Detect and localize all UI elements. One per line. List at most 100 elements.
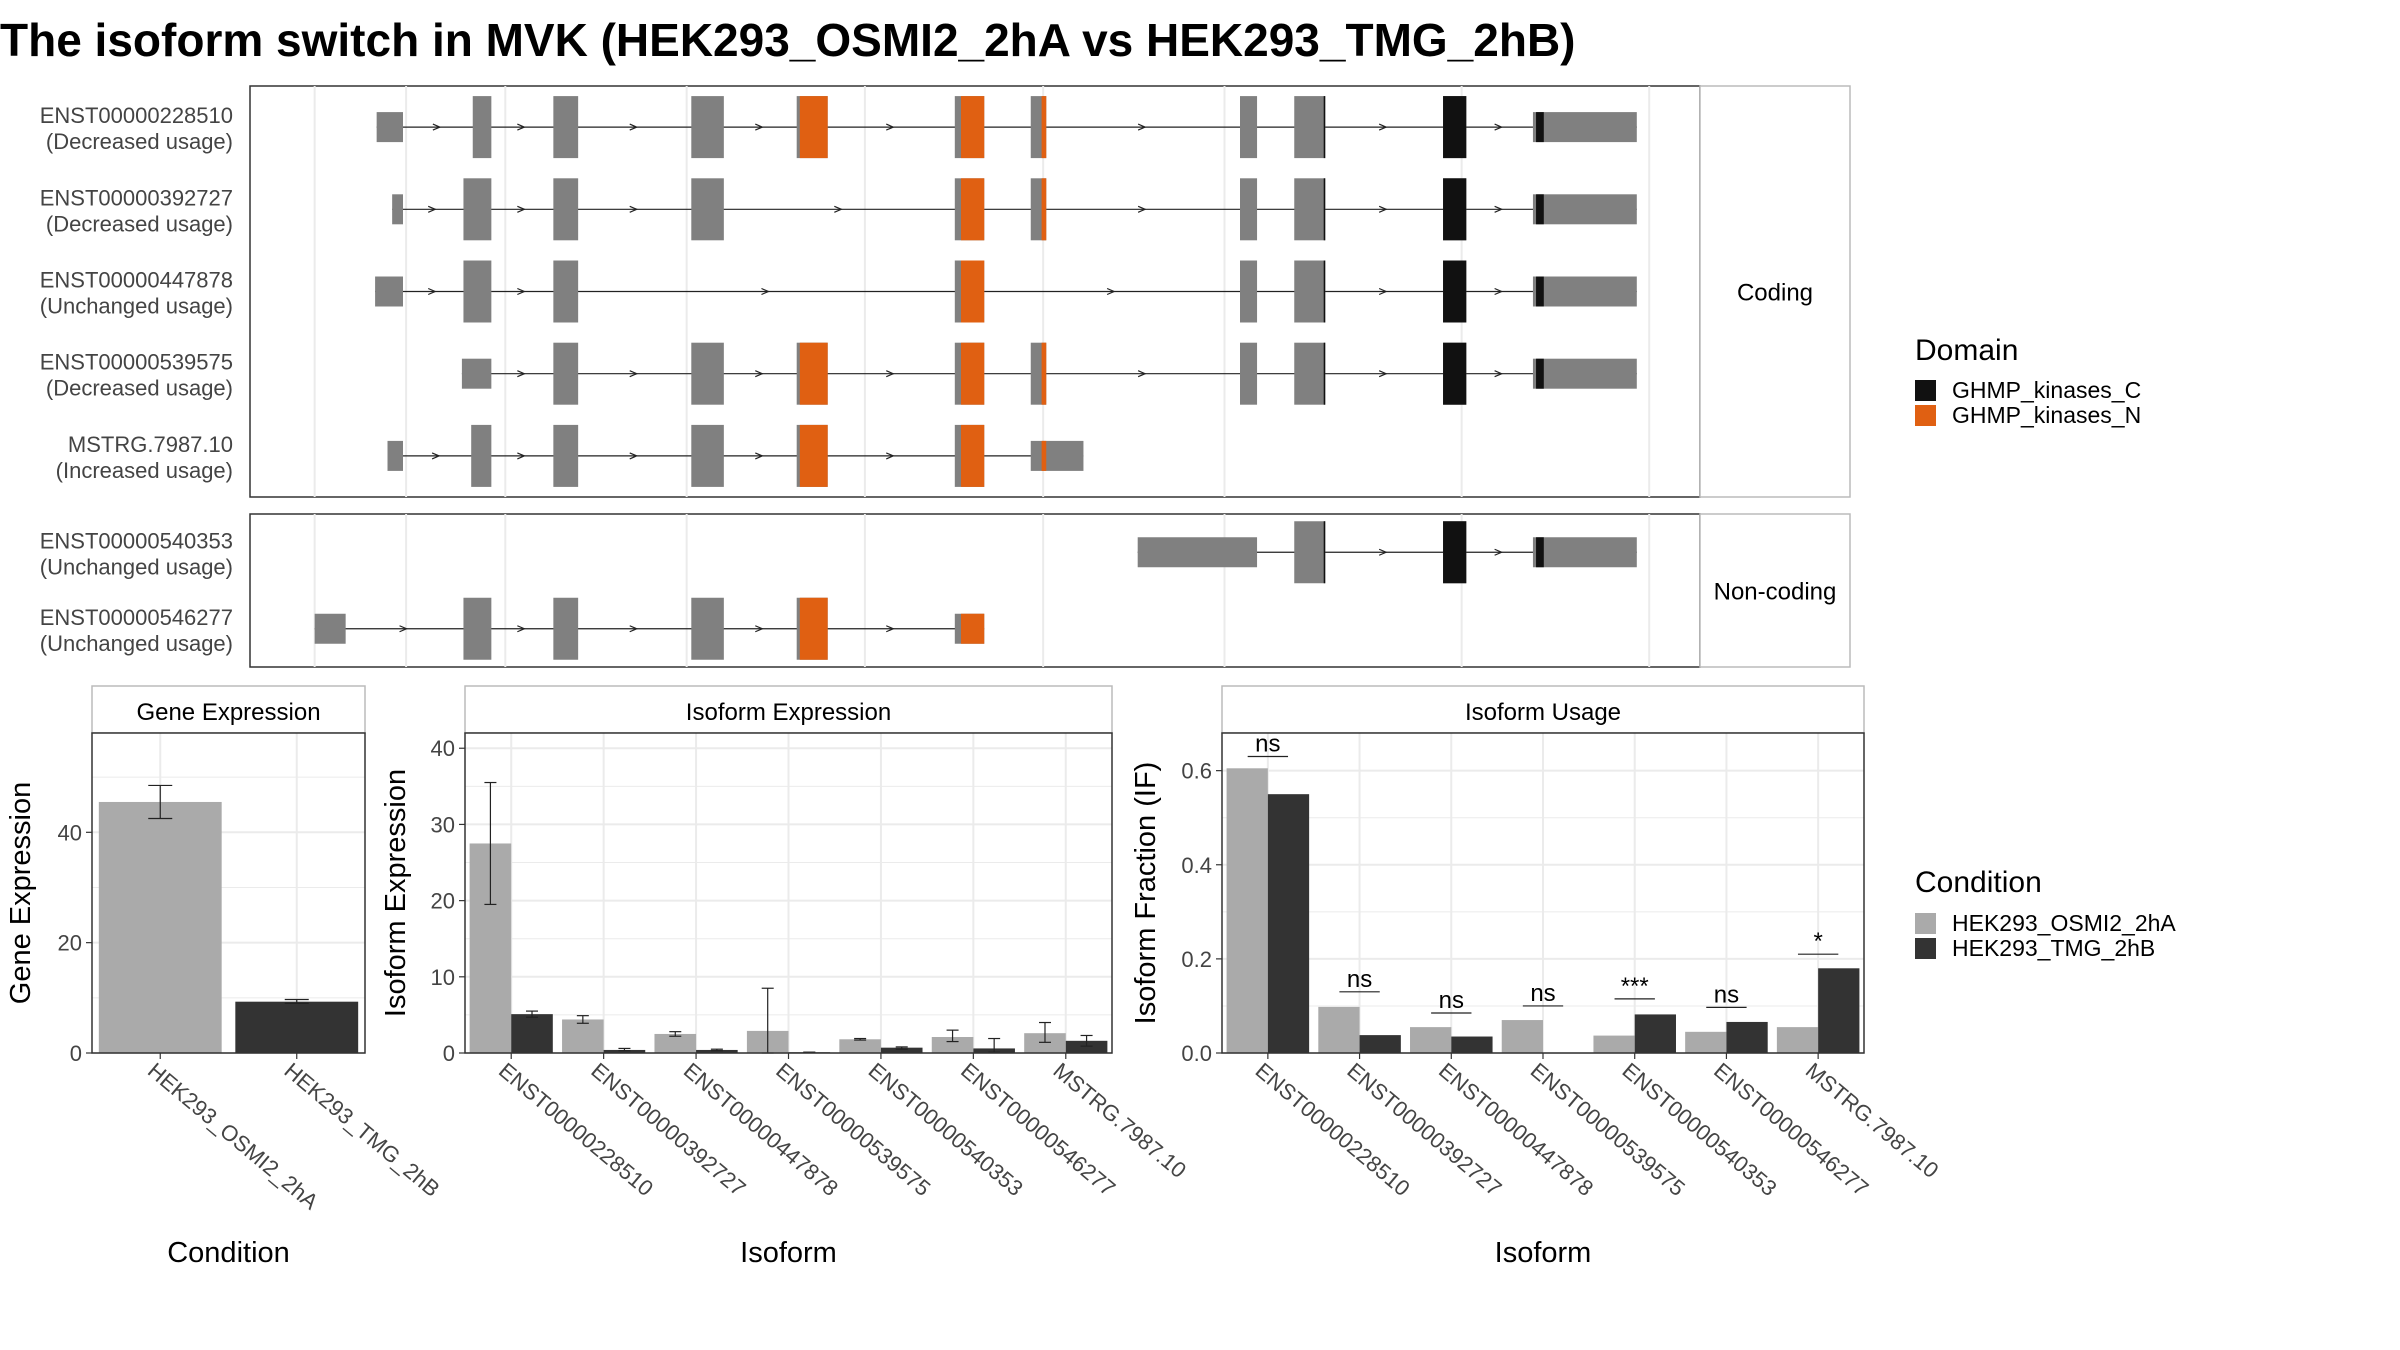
domain-c-block — [1536, 276, 1544, 307]
bar — [1318, 1006, 1360, 1053]
y-tick-label: 0 — [70, 1041, 82, 1066]
chart-strip — [91, 685, 366, 734]
significance-label: ns — [1347, 966, 1372, 993]
exon-block — [553, 260, 579, 323]
intron-arrow — [427, 287, 437, 296]
transcript-id-label: ENST00000228510 — [40, 103, 233, 128]
isoform-expression-chart: Isoform Expression 0 10 20 30 40 ENST000002285… — [380, 685, 1191, 1269]
intron-arrow — [1378, 123, 1388, 131]
chart-strip — [1221, 685, 1865, 734]
exon-block — [691, 597, 724, 660]
transcript-usage-label: (Unchanged usage) — [40, 631, 233, 656]
intron-arrow — [1137, 205, 1147, 213]
intron-arrow — [1494, 548, 1504, 556]
exon-block — [1532, 537, 1637, 568]
bar — [880, 1047, 923, 1053]
domain-c-block — [1536, 358, 1544, 389]
exon-block — [1532, 112, 1637, 143]
transcript-id-label: MSTRG.7987.10 — [68, 432, 233, 457]
x-tick-label: ENST00000447878 — [679, 1058, 843, 1201]
exon-block — [1030, 440, 1084, 471]
noncoding-strip-label: Non-coding — [1714, 579, 1837, 606]
x-tick-label: ENST00000392727 — [586, 1058, 750, 1201]
intron-arrow — [886, 452, 895, 460]
intron-arrow — [431, 452, 441, 460]
bar — [931, 1037, 974, 1053]
intron-arrow — [1378, 370, 1388, 378]
exon-block — [1240, 342, 1258, 405]
exon-block — [314, 613, 346, 644]
y-tick-label: 40 — [431, 736, 455, 761]
domain-c-block — [1323, 521, 1326, 584]
exon-block — [1137, 537, 1258, 568]
y-tick-label: 0 — [443, 1041, 455, 1066]
chart-strip — [464, 685, 1113, 734]
bar — [654, 1033, 697, 1053]
bar — [696, 1049, 738, 1053]
intron-arrow — [1137, 123, 1147, 131]
significance-label: ns — [1714, 981, 1739, 1008]
exon-block — [1294, 521, 1326, 584]
transcript-id-label: ENST00000447878 — [40, 268, 233, 293]
domain-n-block — [961, 96, 985, 159]
domain-n-block — [961, 342, 985, 405]
intron-arrow — [1378, 287, 1388, 296]
intron-arrow — [886, 370, 895, 378]
legend-key-domain-n — [1915, 405, 1936, 426]
exon-block — [1294, 342, 1326, 405]
exon-block — [553, 424, 579, 487]
exon-block — [1294, 96, 1326, 159]
x-tick-label: ENST00000228510 — [1251, 1058, 1415, 1201]
domain-n-block — [961, 424, 985, 487]
gene-expression-chart: Gene Expression02040HEK293_OSMI2_2hAHEK2… — [5, 685, 445, 1269]
y-axis-title: Isoform Expression — [380, 769, 412, 1017]
legend-label-domain-c: GHMP_kinases_C — [1952, 377, 2141, 403]
intron-arrow — [886, 123, 895, 131]
exon-block — [463, 597, 492, 660]
exon-block — [463, 178, 492, 241]
transcript-id-label: ENST00000539575 — [40, 350, 233, 375]
intron-arrow — [399, 625, 409, 633]
intron-arrow — [629, 205, 639, 213]
domain-c-block — [1443, 521, 1467, 584]
domain-c-block — [1323, 96, 1326, 159]
domain-n-block — [961, 613, 985, 644]
y-tick-label: 0.6 — [1181, 759, 1212, 784]
exon-block — [691, 342, 724, 405]
y-tick-label: 0.0 — [1181, 1041, 1212, 1066]
bar — [1226, 768, 1268, 1053]
coding-strip-label: Coding — [1737, 280, 1813, 307]
intron-arrow — [1494, 287, 1504, 296]
exon-block — [691, 96, 724, 159]
y-tick-label: 10 — [431, 965, 455, 990]
domain-n-block — [961, 260, 985, 323]
exon-block — [1294, 260, 1326, 323]
intron-arrow — [517, 205, 526, 213]
significance-label: *** — [1621, 973, 1649, 1000]
domain-legend-title: Domain — [1915, 334, 2018, 367]
significance-label: ns — [1530, 980, 1555, 1007]
exon-block — [375, 276, 403, 307]
domain-c-block — [1443, 178, 1467, 241]
bar — [839, 1039, 881, 1053]
exon-block — [472, 96, 492, 159]
x-tick-label: ENST00000546277 — [1709, 1058, 1873, 1201]
significance-label: ns — [1439, 987, 1464, 1014]
intron-arrow — [517, 625, 526, 633]
significance-label: ns — [1255, 731, 1280, 758]
domain-n-block — [961, 178, 985, 241]
bar — [1818, 968, 1860, 1053]
domain-n-block — [799, 424, 828, 487]
exon-block — [553, 597, 579, 660]
intron-arrow — [517, 287, 526, 296]
exon-block — [471, 424, 492, 487]
domain-c-block — [1443, 96, 1467, 159]
bar — [1451, 1036, 1493, 1053]
bar — [1359, 1035, 1401, 1053]
exon-block — [553, 342, 579, 405]
intron-arrow — [517, 370, 526, 378]
noncoding-strip — [1699, 513, 1851, 668]
intron-arrow — [755, 370, 764, 378]
chart-strip-title: Gene Expression — [136, 699, 320, 726]
